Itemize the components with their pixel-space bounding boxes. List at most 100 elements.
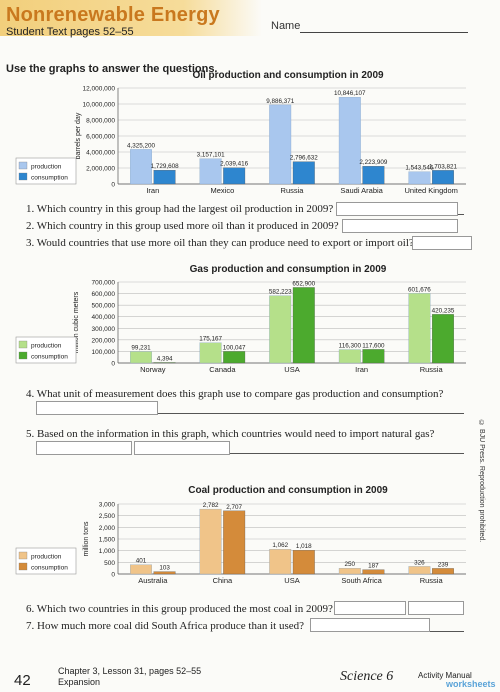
oil-production-bar bbox=[130, 149, 152, 185]
coal-y-axis-label: million tons bbox=[83, 521, 90, 557]
gas-chart-title: Gas production and consumption in 2009 bbox=[190, 264, 387, 275]
oil-y-tick-label: 12,000,000 bbox=[82, 86, 115, 93]
gas-consumption-value-label: 652,900 bbox=[292, 280, 315, 287]
coal-y-tick-label: 2,500 bbox=[99, 513, 116, 520]
gas-consumption-bar bbox=[223, 351, 246, 364]
question-1: 1. Which country in this group had the l… bbox=[26, 203, 334, 215]
answer-box-2[interactable] bbox=[342, 219, 458, 233]
gas-y-tick-label: 100,000 bbox=[92, 349, 116, 356]
gas-y-tick-label: 400,000 bbox=[92, 314, 116, 321]
gas-consumption-value-label: 420,235 bbox=[432, 307, 455, 314]
gas-legend-consumption-label: consumption bbox=[31, 354, 68, 361]
oil-y-tick-label: 8,000,000 bbox=[86, 118, 115, 125]
coal-production-bar bbox=[199, 508, 222, 575]
gas-consumption-bar bbox=[292, 287, 315, 364]
gas-production-bar bbox=[269, 295, 292, 364]
coal-consumption-value-label: 103 bbox=[159, 565, 170, 572]
oil-category-label: Saudi Arabia bbox=[340, 186, 383, 195]
gas-category-label: Iran bbox=[355, 365, 368, 374]
coal-legend-swatch-consumption bbox=[18, 562, 28, 571]
footer-line-1: Chapter 3, Lesson 31, pages 52–55 bbox=[58, 666, 202, 676]
oil-production-bar bbox=[338, 97, 361, 185]
gas-production-bar bbox=[130, 351, 152, 364]
coal-consumption-bar bbox=[223, 510, 246, 575]
question-2: 2. Which country in this group used more… bbox=[26, 220, 339, 232]
coal-consumption-value-label: 239 bbox=[438, 561, 449, 568]
oil-consumption-bar bbox=[223, 167, 246, 185]
page-title: Nonrenewable Energy bbox=[6, 4, 220, 26]
answer-box-5b[interactable] bbox=[134, 441, 230, 455]
answer-line-5 bbox=[230, 453, 464, 454]
gas-consumption-value-label: 117,600 bbox=[362, 342, 385, 349]
gas-production-bar bbox=[199, 342, 222, 364]
answer-box-3[interactable] bbox=[412, 236, 472, 250]
coal-production-bar bbox=[338, 568, 361, 575]
coal-y-tick-label: 500 bbox=[104, 560, 115, 567]
coal-y-tick-label: 2,000 bbox=[99, 525, 116, 532]
oil-consumption-bar bbox=[432, 170, 454, 185]
footer-chapter: Chapter 3, Lesson 31, pages 52–55 Expans… bbox=[58, 666, 201, 688]
coal-y-tick-label: 1,500 bbox=[99, 537, 116, 544]
coal-y-tick-label: 1,000 bbox=[99, 548, 116, 555]
gas-consumption-value-label: 100,047 bbox=[223, 344, 246, 351]
oil-y-tick-label: 0 bbox=[111, 182, 115, 189]
oil-production-value-label: 1,543,546 bbox=[405, 165, 434, 172]
answer-box-6b[interactable] bbox=[408, 601, 464, 615]
page-number: 42 bbox=[14, 672, 31, 689]
oil-production-value-label: 4,325,200 bbox=[127, 142, 156, 149]
gas-y-tick-label: 0 bbox=[111, 361, 115, 368]
oil-category-label: United Kingdom bbox=[405, 186, 458, 195]
oil-consumption-value-label: 1,729,608 bbox=[151, 163, 180, 170]
page-subtitle: Student Text pages 52–55 bbox=[6, 26, 134, 38]
title-banner bbox=[0, 0, 262, 36]
question-3: 3. Would countries that use more oil tha… bbox=[26, 237, 414, 249]
coal-chart: Coal production and consumption in 2009 0… bbox=[15, 485, 466, 585]
coal-consumption-bar bbox=[362, 569, 385, 575]
oil-chart: Oil production and consumption in 2009 0 2… bbox=[15, 70, 466, 195]
gas-category-label: Canada bbox=[209, 365, 236, 374]
coal-production-bar bbox=[269, 549, 292, 575]
coal-consumption-value-label: 1,018 bbox=[296, 543, 312, 550]
gas-consumption-bar bbox=[153, 362, 176, 364]
gas-consumption-bar bbox=[362, 349, 385, 364]
footer-line-2: Expansion bbox=[58, 677, 101, 687]
gas-legend-swatch-consumption bbox=[18, 351, 28, 360]
answer-box-6a[interactable] bbox=[334, 601, 406, 615]
oil-chart-title: Oil production and consumption in 2009 bbox=[192, 70, 384, 81]
oil-production-bar bbox=[199, 158, 222, 185]
oil-consumption-value-label: 2,039,416 bbox=[220, 161, 249, 168]
answer-box-7[interactable] bbox=[310, 618, 430, 632]
coal-production-value-label: 2,782 bbox=[203, 502, 219, 509]
name-input-line[interactable] bbox=[300, 32, 468, 33]
gas-y-tick-label: 500,000 bbox=[92, 303, 116, 310]
oil-category-label: Mexico bbox=[211, 186, 235, 195]
coal-consumption-value-label: 187 bbox=[368, 563, 379, 570]
gas-y-tick-label: 700,000 bbox=[92, 280, 116, 287]
oil-y-tick-label: 10,000,000 bbox=[82, 102, 115, 109]
coal-legend-swatch-production bbox=[18, 551, 28, 560]
coal-category-label: USA bbox=[284, 576, 299, 585]
coal-production-bar bbox=[408, 566, 431, 575]
answer-box-4[interactable] bbox=[36, 401, 158, 415]
oil-production-bar bbox=[408, 171, 431, 185]
coal-category-label: Russia bbox=[420, 576, 444, 585]
answer-box-1[interactable] bbox=[336, 202, 458, 216]
oil-consumption-bar bbox=[153, 170, 176, 185]
oil-consumption-value-label: 2,223,909 bbox=[359, 159, 388, 166]
footer-brand-subtitle: Activity Manual bbox=[418, 671, 472, 680]
answer-line-1 bbox=[458, 214, 464, 215]
coal-legend-consumption-label: consumption bbox=[31, 565, 68, 572]
coal-chart-title: Coal production and consumption in 2009 bbox=[188, 485, 388, 496]
question-4: 4. What unit of measurement does this gr… bbox=[26, 388, 444, 400]
oil-production-value-label: 3,157,101 bbox=[197, 152, 226, 159]
coal-production-value-label: 250 bbox=[345, 561, 356, 568]
instructions: Use the graphs to answer the questions. bbox=[6, 63, 218, 75]
oil-production-bar bbox=[269, 104, 292, 185]
coal-consumption-bar bbox=[432, 568, 454, 575]
coal-y-tick-label: 3,000 bbox=[99, 502, 116, 509]
gas-production-value-label: 116,300 bbox=[339, 343, 362, 350]
oil-y-axis-label: barrels per day bbox=[75, 112, 82, 159]
answer-box-5a[interactable] bbox=[36, 441, 132, 455]
oil-y-tick-label: 6,000,000 bbox=[86, 134, 115, 141]
watermark: worksheets bbox=[446, 679, 496, 689]
